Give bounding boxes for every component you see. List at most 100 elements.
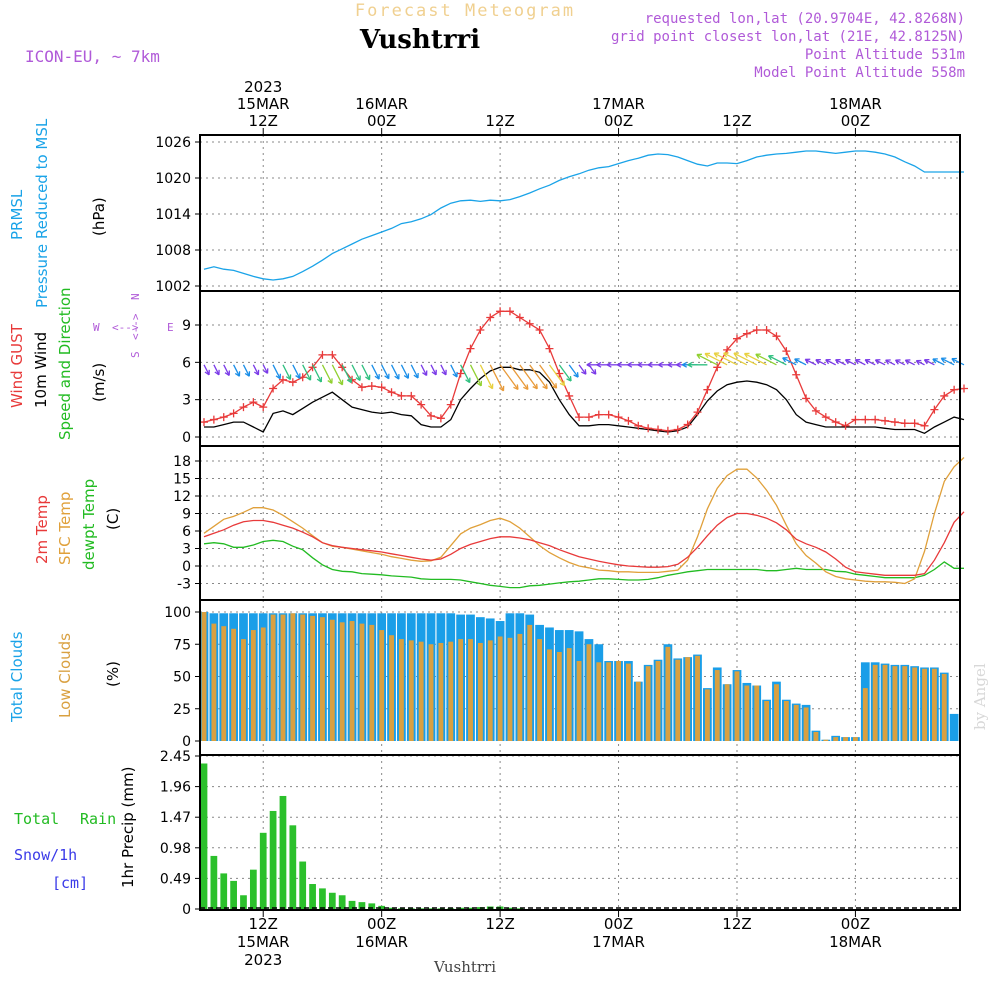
gust-point [436,414,445,423]
wind-arrow [242,364,250,377]
gust-point [486,313,495,322]
precip-labels: Total Rain Snow/1h [cm] 1hr Precip (mm) [14,767,137,892]
time-label-date: 16MAR [355,933,408,951]
low-cloud-bar [596,662,602,741]
precip-bar [240,895,247,909]
precip-bar [299,861,307,909]
low-cloud-bar [606,662,612,741]
wind-labels: Wind GUST 10m Wind Speed and Direction (… [8,287,174,440]
wind-arrow [519,364,538,390]
wind-arrow [794,358,807,366]
wind-arrow-head [676,361,682,368]
low-cloud-bar [655,661,661,741]
low-cloud-bar [764,701,770,741]
low-cloud-bar [892,666,898,741]
wind-arrow-head [337,379,344,386]
gust-point [269,384,278,393]
wind-arrow [704,352,728,366]
total-cloud-bar [949,713,959,741]
wind-arrow [804,358,817,366]
low-cloud-bar [902,666,908,741]
wind-label-2: 10m Wind [32,332,50,408]
wind-arrow-head [667,361,673,368]
compass-vert: <--> [129,313,142,340]
gust-point [663,426,672,435]
panel-frame [199,445,961,601]
low-cloud-bar [941,673,947,741]
gust-point [476,325,485,334]
wind-arrow-head [422,370,428,377]
y-tick-label: 2.45 [160,749,191,765]
wind-arrow-head [743,352,750,359]
low-cloud-bar [872,664,878,741]
gust-point [634,421,643,430]
gust-point [930,405,939,414]
wind-arrow-head [327,378,333,384]
compass-e: E [167,321,174,334]
low-cloud-bar [468,639,473,741]
low-cloud-bar [507,637,513,741]
low-cloud-bar [250,630,256,741]
low-cloud-bar [556,651,562,741]
wind-arrow [420,364,428,376]
wind-arrow [744,352,767,366]
low-cloud-bar [547,649,552,741]
wind-arrow [292,364,301,379]
wind-arrow [864,359,876,366]
model-label: ICON-EU, ~ 7km [25,47,160,66]
wind-arrow-head [767,354,774,361]
wind-arrow-head [488,383,494,390]
low-cloud-bar [754,685,760,741]
y-tick-label: -3 [177,577,191,593]
wind-arrow [932,358,945,366]
wind-arrow [233,364,241,377]
time-label-hour: 12Z [722,112,751,130]
gust-point [377,383,386,392]
wind-arrow [321,364,333,384]
wind-lines [200,307,968,435]
time-label-hour: 00Z [841,915,870,933]
gust-point [920,421,929,430]
gust-point [229,409,238,418]
y-tick-label: 1.47 [160,810,191,826]
wind-arrow [252,364,260,376]
gust-point [575,413,584,422]
wind-arrow [430,364,437,376]
low-cloud-bar [310,615,316,741]
precip-bar [516,908,524,909]
wind-arrows [203,352,965,392]
wind-arrow-head [586,361,592,368]
y-tick-label: 1002 [155,279,191,295]
low-cloud-bar [823,739,829,741]
cloud-unit: (%) [104,661,122,687]
wind-arrow [696,353,718,366]
gust-point [565,391,574,400]
gust-point [496,307,505,316]
wind-arrow-head [647,361,653,368]
wind-arrow-head [854,358,861,365]
gust-point [200,418,208,427]
low-cloud-bar [369,624,375,741]
precip-bar [249,869,257,909]
low-cloud-bar [882,664,888,741]
precip-bars [200,763,960,909]
low-cloud-bar [704,689,710,741]
low-cloud-bar [448,641,454,741]
time-label-date: 15MAR [237,95,290,113]
gust-point [831,418,840,427]
low-cloud-bar [221,626,227,741]
low-cloud-bar [675,659,681,741]
low-cloud-bar [714,670,720,741]
wind-arrow-head [864,358,871,365]
low-cloud-bar [793,704,799,741]
wind-arrow-head [566,375,572,382]
temp-labels: 2m Temp SFC Temp dewpt Temp (C) [33,479,122,570]
cloud-label-1: Total Clouds [8,631,26,723]
gust-point [693,408,702,417]
gust-point [742,329,751,338]
low-cloud-bar [418,641,424,741]
wind-arrow-head [794,358,800,364]
wind-arrow-head [573,372,579,378]
low-cloud-bar [665,646,671,741]
